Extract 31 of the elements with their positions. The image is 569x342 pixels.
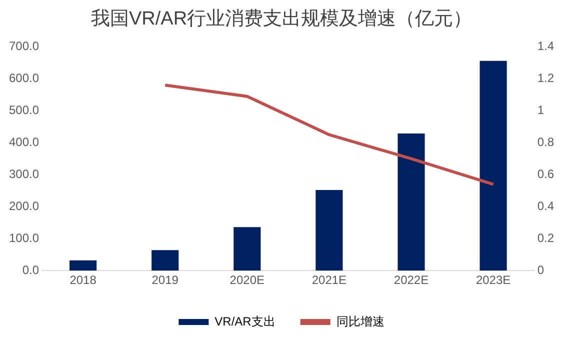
y-tick-label: 700.0 bbox=[9, 39, 40, 54]
y-tick-label: 400.0 bbox=[9, 135, 40, 150]
y2-tick-label: 1.2 bbox=[537, 71, 554, 86]
chart-title: 我国VR/AR行业消费支出规模及增速（亿元） bbox=[90, 8, 472, 30]
x-tick-label: 2021E bbox=[312, 273, 347, 288]
legend-label: VR/AR支出 bbox=[214, 314, 276, 328]
y2-tick-label: 0.4 bbox=[537, 198, 554, 213]
bar bbox=[70, 260, 97, 271]
y2-tick-label: 0.6 bbox=[537, 167, 554, 181]
x-tick-label: 2022E bbox=[394, 273, 429, 288]
y2-tick-label: 0.8 bbox=[537, 135, 554, 150]
y-tick-label: 100.0 bbox=[9, 230, 40, 245]
y2-tick-label: 1 bbox=[537, 103, 544, 118]
bar bbox=[234, 227, 261, 271]
x-tick-label: 2023E bbox=[476, 273, 511, 288]
y-tick-label: 300.0 bbox=[9, 167, 40, 181]
y-tick-label: 0.0 bbox=[22, 262, 40, 277]
x-tick-label: 2020E bbox=[230, 273, 264, 288]
y-tick-label: 500.0 bbox=[9, 103, 40, 118]
legend-label: 同比增速 bbox=[336, 314, 384, 328]
x-tick-label: 2018 bbox=[70, 273, 97, 288]
bar bbox=[480, 60, 507, 271]
y-tick-label: 200.0 bbox=[9, 198, 40, 213]
y2-tick-label: 0.2 bbox=[537, 230, 554, 245]
bar bbox=[398, 133, 425, 271]
x-tick-label: 2019 bbox=[152, 273, 179, 288]
y2-tick-label: 1.4 bbox=[537, 39, 554, 54]
bar bbox=[316, 190, 343, 271]
y2-tick-label: 0 bbox=[537, 262, 544, 277]
y-tick-label: 600.0 bbox=[9, 71, 40, 86]
bar bbox=[152, 250, 179, 271]
